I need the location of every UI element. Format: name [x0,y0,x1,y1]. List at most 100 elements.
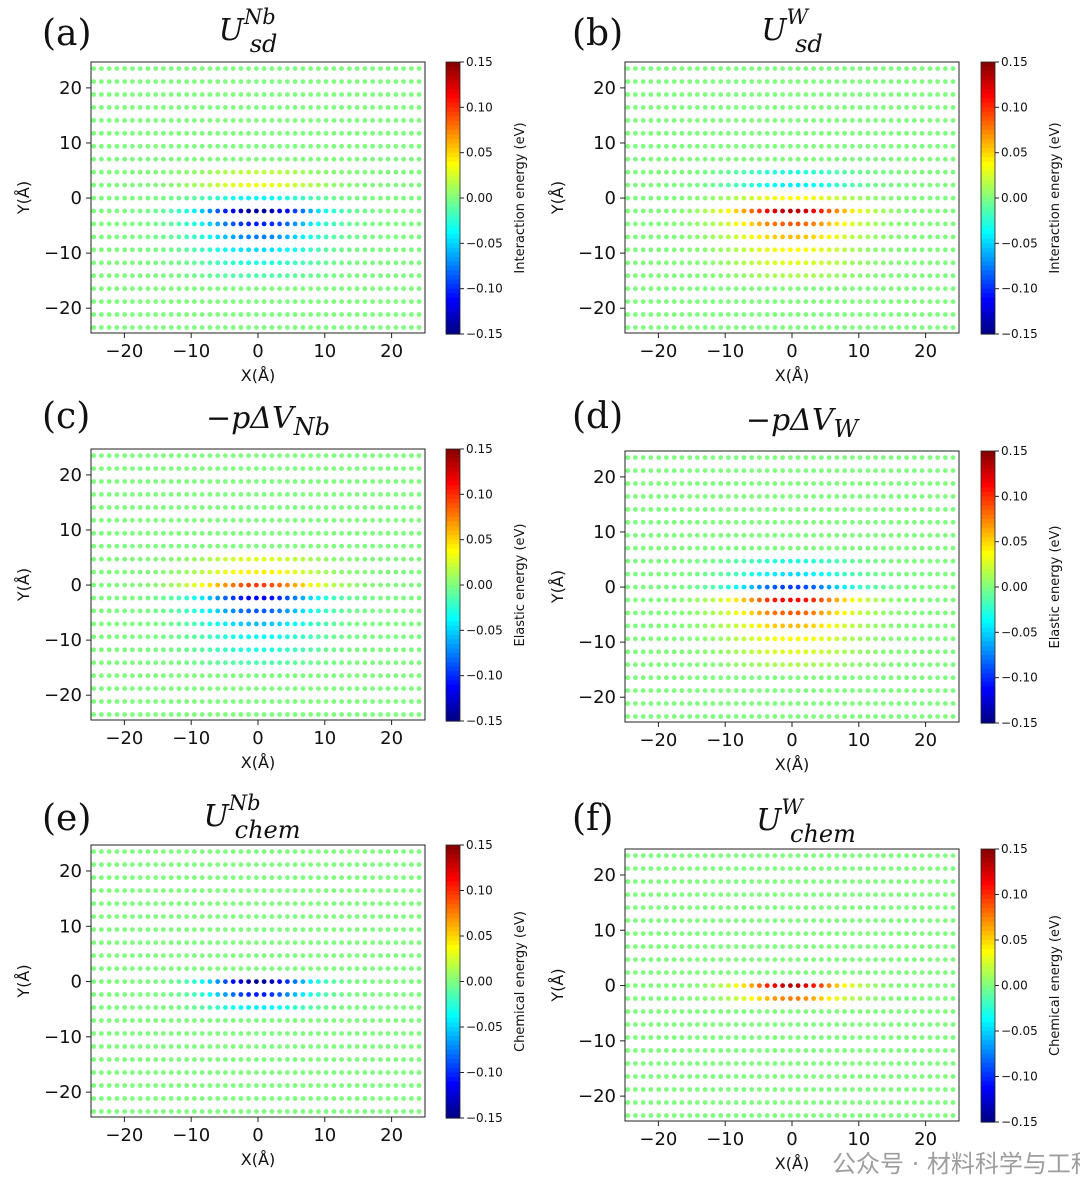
data-point [285,130,290,136]
data-point [819,675,824,681]
data-point [857,221,863,227]
data-point [153,927,159,932]
data-point [873,571,878,577]
data-point [370,247,375,253]
data-point [99,569,104,575]
data-point [308,888,313,893]
data-point [803,169,809,175]
data-point [192,530,197,536]
data-point [664,247,669,253]
data-point [733,130,739,136]
data-point [749,130,755,136]
data-point [919,688,925,693]
data-point [199,901,205,906]
data-point [834,105,840,110]
data-point [223,979,228,984]
data-point [331,953,337,958]
data-point [99,927,104,932]
data-point [819,66,824,71]
data-point [687,519,693,525]
data-point [277,92,282,97]
data-point [153,195,159,201]
data-point [718,610,724,616]
data-point [323,966,329,971]
colorbar-segment [981,564,995,570]
colorbar-segment [446,917,460,923]
data-point [393,1044,399,1049]
data-point [331,530,337,536]
data-point [176,927,182,932]
data-point [354,1044,360,1049]
colorbar-segment [981,139,995,145]
data-point [347,169,352,175]
data-point [277,940,282,945]
data-point [888,299,894,304]
data-point [308,130,313,136]
data-point [749,156,755,162]
colorbar-segment [981,102,995,108]
data-point [409,299,414,304]
data-point [153,118,159,123]
data-point [803,156,809,162]
data-point [850,105,855,110]
data-point [401,325,406,330]
data-point [873,169,878,175]
panel-title: UNb sd [219,5,278,58]
data-point [230,260,236,266]
data-point [285,1070,290,1075]
data-point [819,610,824,616]
colorbar-segment [446,175,460,181]
data-point [733,714,739,719]
data-point [788,299,793,304]
data-point [640,130,646,136]
data-point [865,455,871,460]
colorbar-segment [981,623,995,629]
data-point [339,479,344,484]
colorbar-segment [446,972,460,978]
colorbar-tick-label: 0.15 [1001,444,1028,458]
data-point [656,66,662,71]
data-point [137,888,143,893]
data-point [339,634,344,640]
data-point [192,1109,197,1114]
data-point [857,299,863,304]
data-point [137,1070,143,1075]
data-point [625,260,631,266]
data-point [826,118,832,123]
data-point [323,660,329,666]
data-point [633,286,638,292]
data-point [130,118,135,123]
data-point [362,505,368,510]
data-point [238,556,244,562]
colorbar-segment [446,302,460,308]
data-point [772,675,778,681]
data-point [223,699,228,704]
data-point [161,260,166,266]
data-point [137,595,143,601]
data-point [803,92,809,97]
colorbar-segment [981,528,995,534]
data-point [323,699,329,704]
data-point [269,1031,275,1036]
data-point [184,1044,190,1049]
data-point [950,532,956,538]
data-point [362,260,368,266]
data-point [347,182,352,188]
data-point [687,597,693,603]
data-point [648,182,654,188]
data-point [896,623,902,629]
data-point [795,234,801,240]
data-point [927,299,933,304]
data-point [230,634,236,640]
colorbar-segment [981,609,995,615]
data-point [695,221,700,227]
data-point [409,466,414,471]
data-point [316,1096,321,1101]
data-point [223,479,228,484]
data-point [277,118,282,123]
data-point [625,714,631,719]
data-point [834,714,840,719]
data-point [277,595,282,601]
data-point [370,992,375,997]
data-point [780,688,785,693]
